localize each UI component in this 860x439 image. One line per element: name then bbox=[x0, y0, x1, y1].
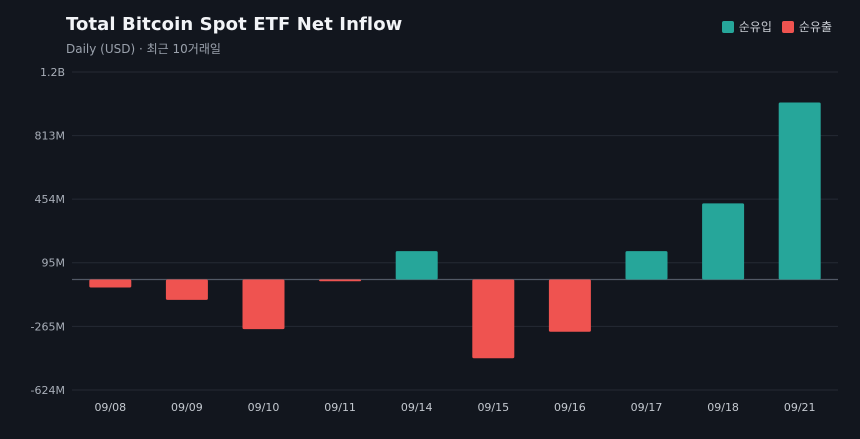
x-tick-label: 09/11 bbox=[324, 401, 356, 414]
x-tick-label: 09/15 bbox=[477, 401, 509, 414]
bar-09-18[interactable] bbox=[702, 203, 745, 280]
x-tick-label: 09/14 bbox=[401, 401, 433, 414]
x-tick-label: 09/18 bbox=[707, 401, 739, 414]
chart-title: Total Bitcoin Spot ETF Net Inflow bbox=[66, 14, 403, 35]
bar-09-16[interactable] bbox=[548, 279, 591, 332]
chart-legend: 순유입 순유출 bbox=[721, 18, 832, 35]
y-tick-label: 454M bbox=[35, 193, 66, 206]
x-tick-label: 09/08 bbox=[94, 401, 126, 414]
chart-subtitle: Daily (USD) · 최근 10거래일 bbox=[66, 42, 221, 56]
y-tick-label: -265M bbox=[31, 320, 65, 333]
legend-swatch-inflow bbox=[721, 20, 734, 33]
bar-09-10[interactable] bbox=[242, 279, 285, 330]
x-tick-label: 09/17 bbox=[631, 401, 663, 414]
y-tick-label: 1.2B bbox=[40, 66, 65, 79]
y-tick-label: -624M bbox=[31, 384, 65, 397]
legend-item-inflow[interactable]: 순유입 bbox=[721, 18, 772, 35]
legend-label-inflow: 순유입 bbox=[738, 20, 772, 34]
legend-item-outflow[interactable]: 순유출 bbox=[781, 18, 832, 35]
legend-label-outflow: 순유출 bbox=[798, 20, 832, 34]
bar-09-14[interactable] bbox=[395, 251, 438, 280]
y-tick-label: 95M bbox=[42, 257, 66, 270]
x-tick-label: 09/10 bbox=[248, 401, 280, 414]
bar-09-17[interactable] bbox=[625, 251, 668, 280]
x-tick-label: 09/21 bbox=[784, 401, 816, 414]
bar-09-15[interactable] bbox=[472, 279, 515, 359]
legend-swatch-outflow bbox=[781, 20, 794, 33]
x-tick-label: 09/16 bbox=[554, 401, 586, 414]
bar-09-21[interactable] bbox=[778, 102, 821, 280]
bar-09-08[interactable] bbox=[89, 279, 132, 288]
bar-09-09[interactable] bbox=[165, 279, 208, 300]
bar-09-11[interactable] bbox=[319, 279, 362, 282]
x-tick-label: 09/09 bbox=[171, 401, 203, 414]
y-tick-label: 813M bbox=[35, 130, 66, 143]
